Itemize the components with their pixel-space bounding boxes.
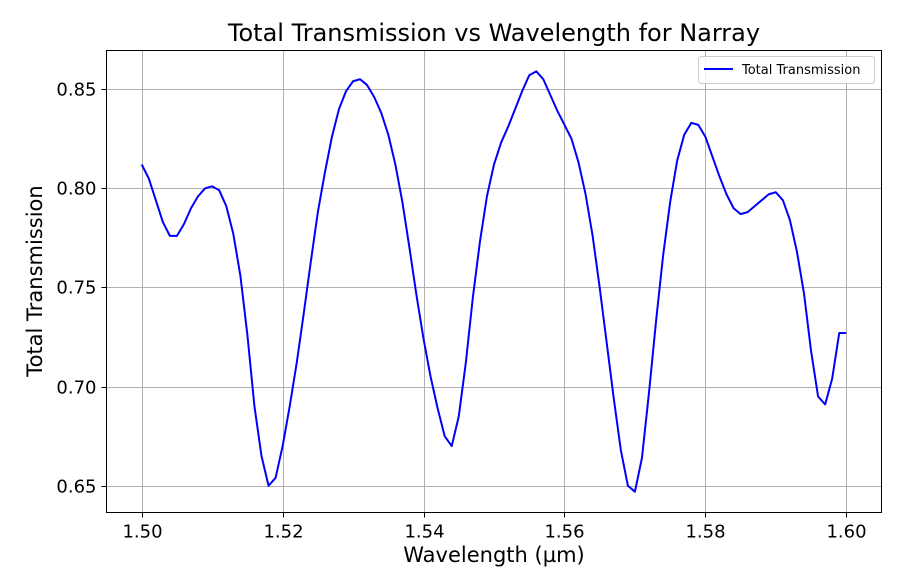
- y-axis-label: Total Transmission: [23, 185, 47, 377]
- chart-title: Total Transmission vs Wavelength for Nar…: [227, 19, 760, 47]
- y-axis-ticks: 0.65 0.70 0.75 0.80 0.85: [56, 80, 107, 498]
- y-tick-label: 0.75: [56, 278, 96, 299]
- x-tick-label: 1.52: [263, 522, 303, 543]
- y-tick-label: 0.85: [56, 80, 96, 101]
- x-tick-label: 1.60: [826, 522, 866, 543]
- y-tick-label: 0.65: [56, 477, 96, 498]
- x-tick-label: 1.50: [122, 522, 162, 543]
- series-line: [140, 70, 847, 493]
- legend-label: Total Transmission: [741, 63, 860, 78]
- y-tick-label: 0.80: [56, 179, 96, 200]
- x-tick-label: 1.58: [685, 522, 725, 543]
- x-tick-label: 1.56: [544, 522, 584, 543]
- series-layer: [140, 70, 847, 493]
- legend-box: [698, 56, 875, 84]
- x-axis-ticks: 1.50 1.52 1.54 1.56 1.58 1.60: [122, 512, 867, 543]
- y-tick-label: 0.70: [56, 378, 96, 399]
- x-axis-label: Wavelength (µm): [403, 543, 584, 567]
- grid: [106, 50, 882, 513]
- legend: Total Transmission: [698, 56, 875, 84]
- x-tick-label: 1.54: [404, 522, 444, 543]
- plot-frame: [106, 50, 882, 513]
